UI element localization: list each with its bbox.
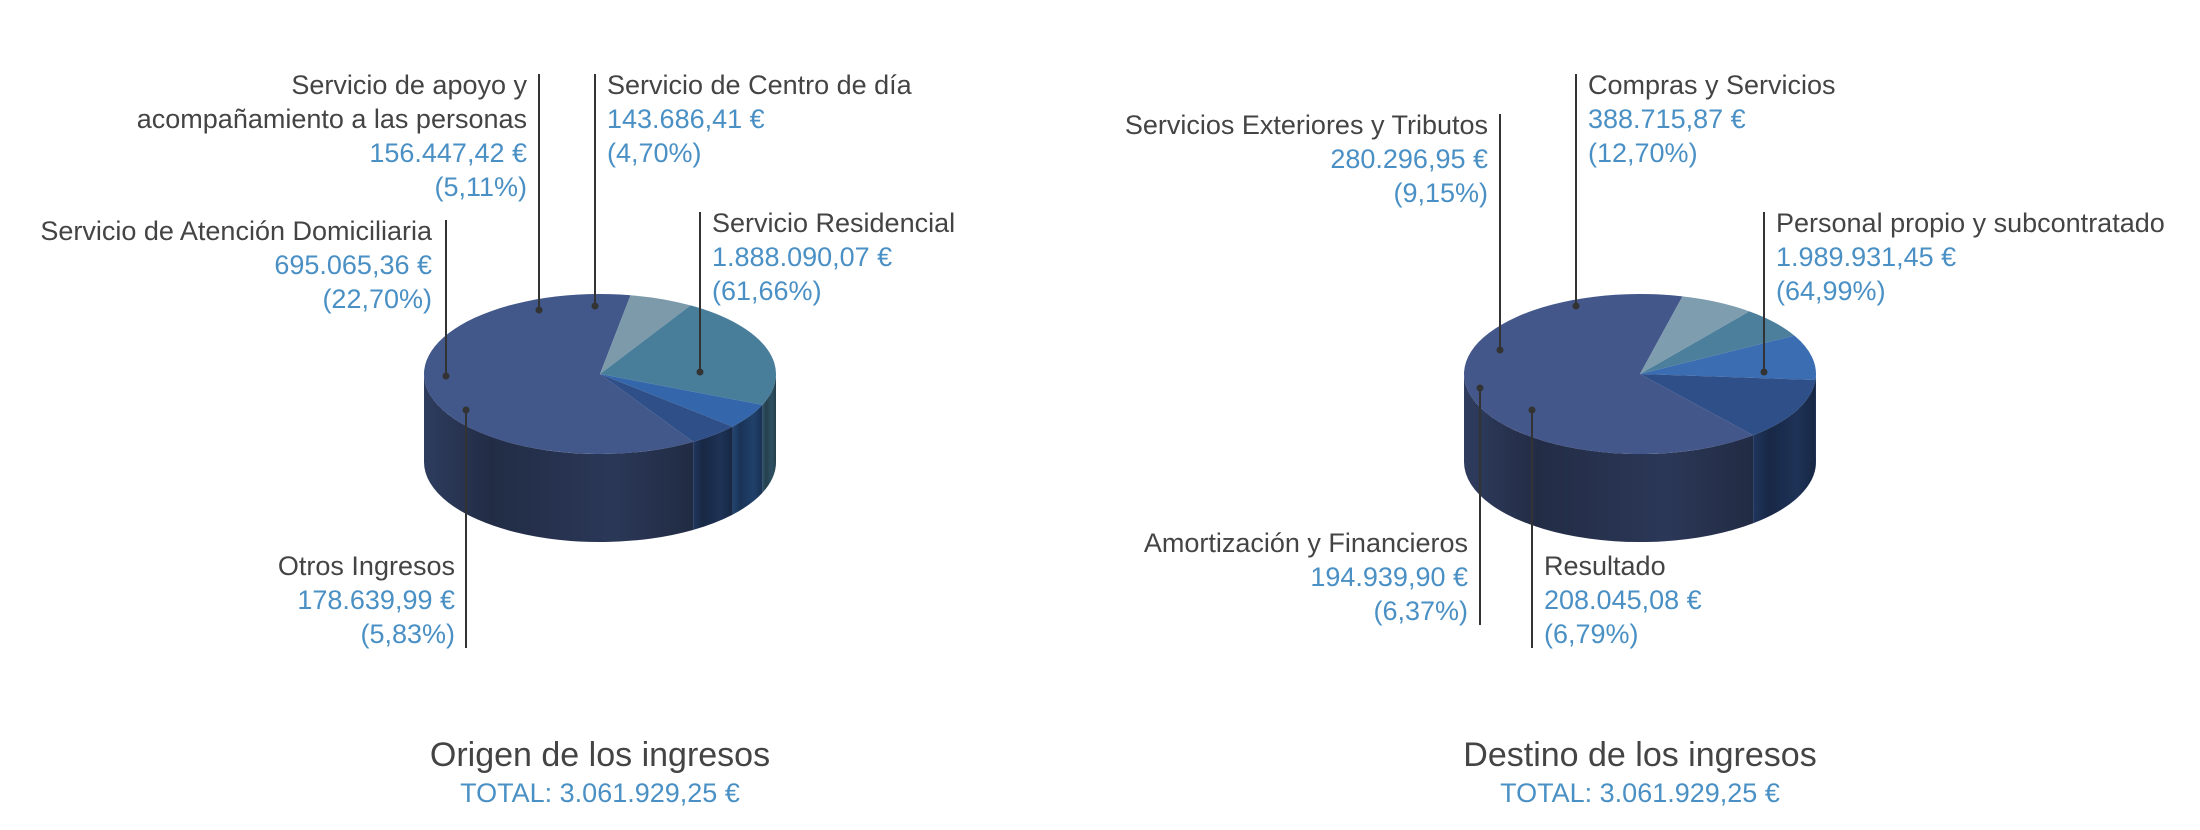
- slice-label-servicio-de-centro-de-dia-line-0: Servicio de Centro de día: [607, 70, 913, 100]
- slice-label-servicios-exteriores-y-tributos-line-0: Servicios Exteriores y Tributos: [1125, 110, 1488, 140]
- slice-label-servicio-residencial-line-1: 1.888.090,07 €: [712, 242, 892, 272]
- pie-slice-servicios-exteriores-y-tributos[interactable]: [1640, 335, 1817, 380]
- pie-labels: Personal propio y subcontratado 1.989.931…: [1125, 70, 2165, 649]
- slice-label-servicio-residencial-line-0: Servicio Residencial: [712, 208, 955, 238]
- slice-label-personal-propio-y-subcontratado-line-1: 1.989.931,45 €: [1776, 242, 1956, 272]
- pie-side-shading: [1464, 374, 1754, 542]
- slice-label-servicio-de-atencion-domiciliaria-line-0: Servicio de Atención Domiciliaria: [40, 216, 433, 246]
- leader-dot: [1760, 368, 1768, 376]
- pie-top-slices: [1464, 293, 1817, 454]
- leader-dot: [442, 372, 450, 380]
- slice-label-personal-propio-y-subcontratado-line-0: Personal propio y subcontratado: [1776, 208, 2165, 238]
- leader-dot: [1476, 384, 1484, 392]
- chart-subtitle-origin: TOTAL: 3.061.929,25 €: [460, 778, 740, 808]
- slice-label-servicio-de-apoyo-y-acompanamiento-a-las-personas-line-1: acompañamiento a las personas: [137, 104, 527, 134]
- pie-slice-servicio-residencial[interactable]: [424, 293, 694, 454]
- slice-label-otros-ingresos-line-0: Otros Ingresos: [278, 551, 455, 581]
- slice-label-servicio-de-atencion-domiciliaria-line-2: (22,70%): [322, 284, 432, 314]
- pie-side-shading: [1753, 379, 1816, 524]
- pie-slice-compras-y-servicios[interactable]: [1640, 374, 1816, 436]
- slice-label-compras-y-servicios-line-2: (12,70%): [1588, 138, 1698, 168]
- slice-label-servicios-exteriores-y-tributos-line-2: (9,15%): [1393, 178, 1488, 208]
- pie-side-shading: [732, 404, 763, 515]
- slice-label-servicio-de-centro-de-dia-line-2: (4,70%): [607, 138, 702, 168]
- pie-slice-servicio-de-centro-de-dia[interactable]: [600, 374, 733, 442]
- slice-label-servicio-residencial-line-2: (61,66%): [712, 276, 822, 306]
- pie-slice-otros-ingresos[interactable]: [600, 295, 691, 374]
- chart-subtitle-destination: TOTAL: 3.061.929,25 €: [1500, 778, 1780, 808]
- slice-label-otros-ingresos-line-1: 178.639,99 €: [297, 585, 455, 615]
- pie-side-walls: [1464, 374, 1816, 542]
- income-origin-pie-chart: Servicio Residencial 1.888.090,07 € (61,66…: [40, 70, 955, 649]
- pie-side-walls: [424, 374, 776, 542]
- leader-dot: [1572, 302, 1580, 310]
- leader-dot: [1496, 346, 1504, 354]
- pie-slice-amortizacion-y-financieros[interactable]: [1640, 311, 1795, 374]
- chart-title-destination: Destino de los ingresos: [1463, 736, 1816, 774]
- slice-label-amortizacion-y-financieros-line-0: Amortización y Financieros: [1144, 528, 1468, 558]
- slice-label-servicio-de-apoyo-y-acompanamiento-a-las-personas-line-2: 156.447,42 €: [369, 138, 527, 168]
- slice-label-servicios-exteriores-y-tributos-line-1: 280.296,95 €: [1330, 144, 1488, 174]
- slice-label-compras-y-servicios-line-1: 388.715,87 €: [1588, 104, 1746, 134]
- slice-label-servicio-de-apoyo-y-acompanamiento-a-las-personas-line-3: (5,11%): [434, 172, 527, 202]
- slice-label-amortizacion-y-financieros-line-2: (6,37%): [1373, 596, 1468, 626]
- slice-label-personal-propio-y-subcontratado-line-2: (64,99%): [1776, 276, 1886, 306]
- pie-side-shading: [424, 374, 694, 542]
- pie-slice-servicio-de-apoyo-y-acompanamiento-a-las-personas[interactable]: [600, 374, 763, 427]
- chart-title-origin: Origen de los ingresos: [430, 736, 770, 774]
- slice-label-resultado-line-1: 208.045,08 €: [1544, 585, 1702, 615]
- leader-dot: [696, 368, 704, 376]
- pie-slice-personal-propio-y-subcontratado[interactable]: [1464, 293, 1754, 454]
- pie-top-slices: [424, 293, 776, 454]
- slice-label-resultado-line-2: (6,79%): [1544, 619, 1639, 649]
- slice-label-otros-ingresos-line-2: (5,83%): [360, 619, 455, 649]
- slice-label-compras-y-servicios-line-0: Compras y Servicios: [1588, 70, 1836, 100]
- slice-label-resultado-line-0: Resultado: [1544, 551, 1666, 581]
- pie-slice-resultado[interactable]: [1640, 296, 1750, 374]
- pie-side-shading: [762, 374, 776, 493]
- leader-dot: [1528, 406, 1536, 414]
- pie-labels: Servicio Residencial 1.888.090,07 € (61,66…: [40, 70, 955, 649]
- leader-dot: [462, 406, 470, 414]
- slice-label-servicio-de-apoyo-y-acompanamiento-a-las-personas-line-0: Servicio de apoyo y: [291, 70, 527, 100]
- pie-side-shading: [693, 426, 733, 530]
- leader-dot: [591, 302, 599, 310]
- leader-dot: [535, 306, 543, 314]
- slice-label-amortizacion-y-financieros-line-1: 194.939,90 €: [1310, 562, 1468, 592]
- slice-label-servicio-de-atencion-domiciliaria-line-1: 695.065,36 €: [274, 250, 432, 280]
- pie-slice-servicio-de-atencion-domiciliaria[interactable]: [600, 305, 776, 405]
- slice-label-servicio-de-centro-de-dia-line-1: 143.686,41 €: [607, 104, 765, 134]
- income-destination-pie-chart: Personal propio y subcontratado 1.989.931…: [1125, 70, 2165, 649]
